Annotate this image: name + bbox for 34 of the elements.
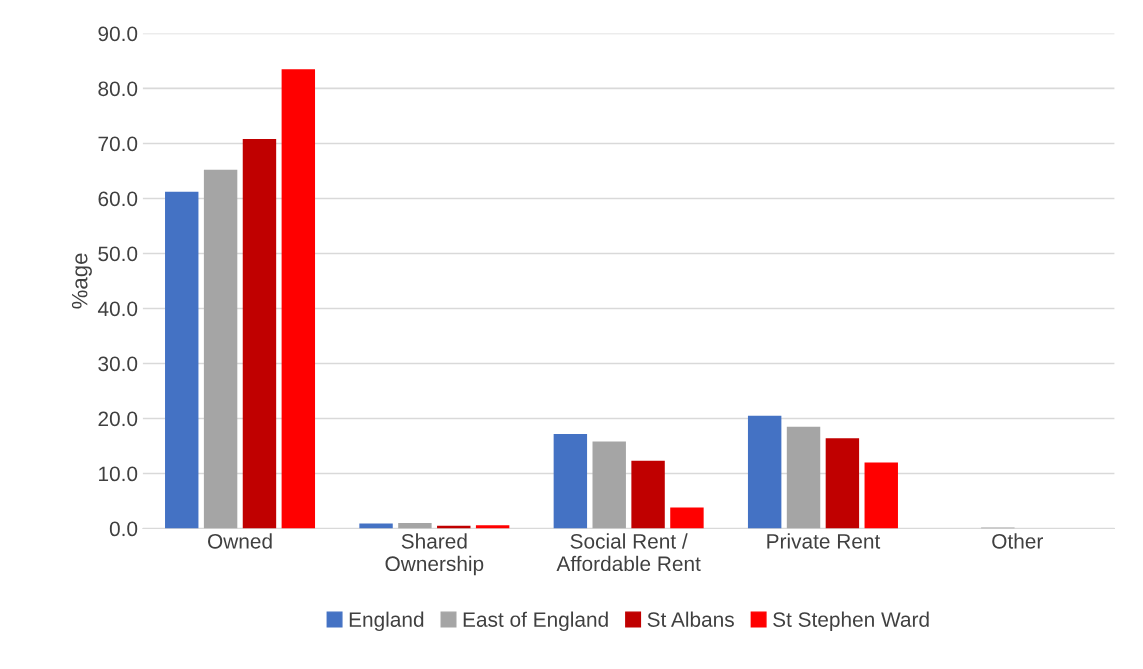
bar (670, 507, 704, 529)
bar (242, 139, 277, 529)
legend-label: East of England (463, 611, 608, 632)
bar (553, 433, 588, 529)
y-tick-label: 40.0 (97, 301, 138, 317)
x-tick-label: Private Rent (767, 533, 881, 549)
y-tick-label: 0.0 (109, 521, 138, 537)
bar (631, 460, 665, 529)
bar (825, 438, 860, 529)
legend-label: St Stephen Ward (773, 611, 929, 632)
bar (398, 523, 432, 529)
y-tick-label: 70.0 (98, 136, 138, 152)
bar (592, 441, 626, 529)
x-tick-label: Other (992, 533, 1043, 549)
y-tick-label: 60.0 (98, 191, 138, 207)
x-tick-label: Social Rent / Affordable Rent (556, 533, 701, 572)
bar (165, 191, 199, 529)
bar (203, 169, 238, 529)
y-tick-label: 80.0 (98, 81, 138, 97)
y-axis-title: %age (71, 253, 92, 309)
bar (475, 525, 510, 529)
bar (864, 462, 898, 529)
y-tick-label: 30.0 (98, 356, 138, 372)
y-tick-label: 20.0 (98, 411, 138, 427)
legend-label: St Albans (647, 611, 734, 627)
y-tick-label: 90.0 (98, 26, 138, 42)
bar (786, 426, 821, 529)
x-tick-label: Owned (208, 533, 272, 549)
y-tick-label: 50.0 (98, 246, 138, 262)
x-tick-label: Shared Ownership (385, 533, 484, 576)
y-tick-label: 10.0 (99, 466, 138, 482)
legend-label: England (349, 611, 424, 632)
bar (281, 69, 316, 529)
bar (747, 415, 782, 529)
